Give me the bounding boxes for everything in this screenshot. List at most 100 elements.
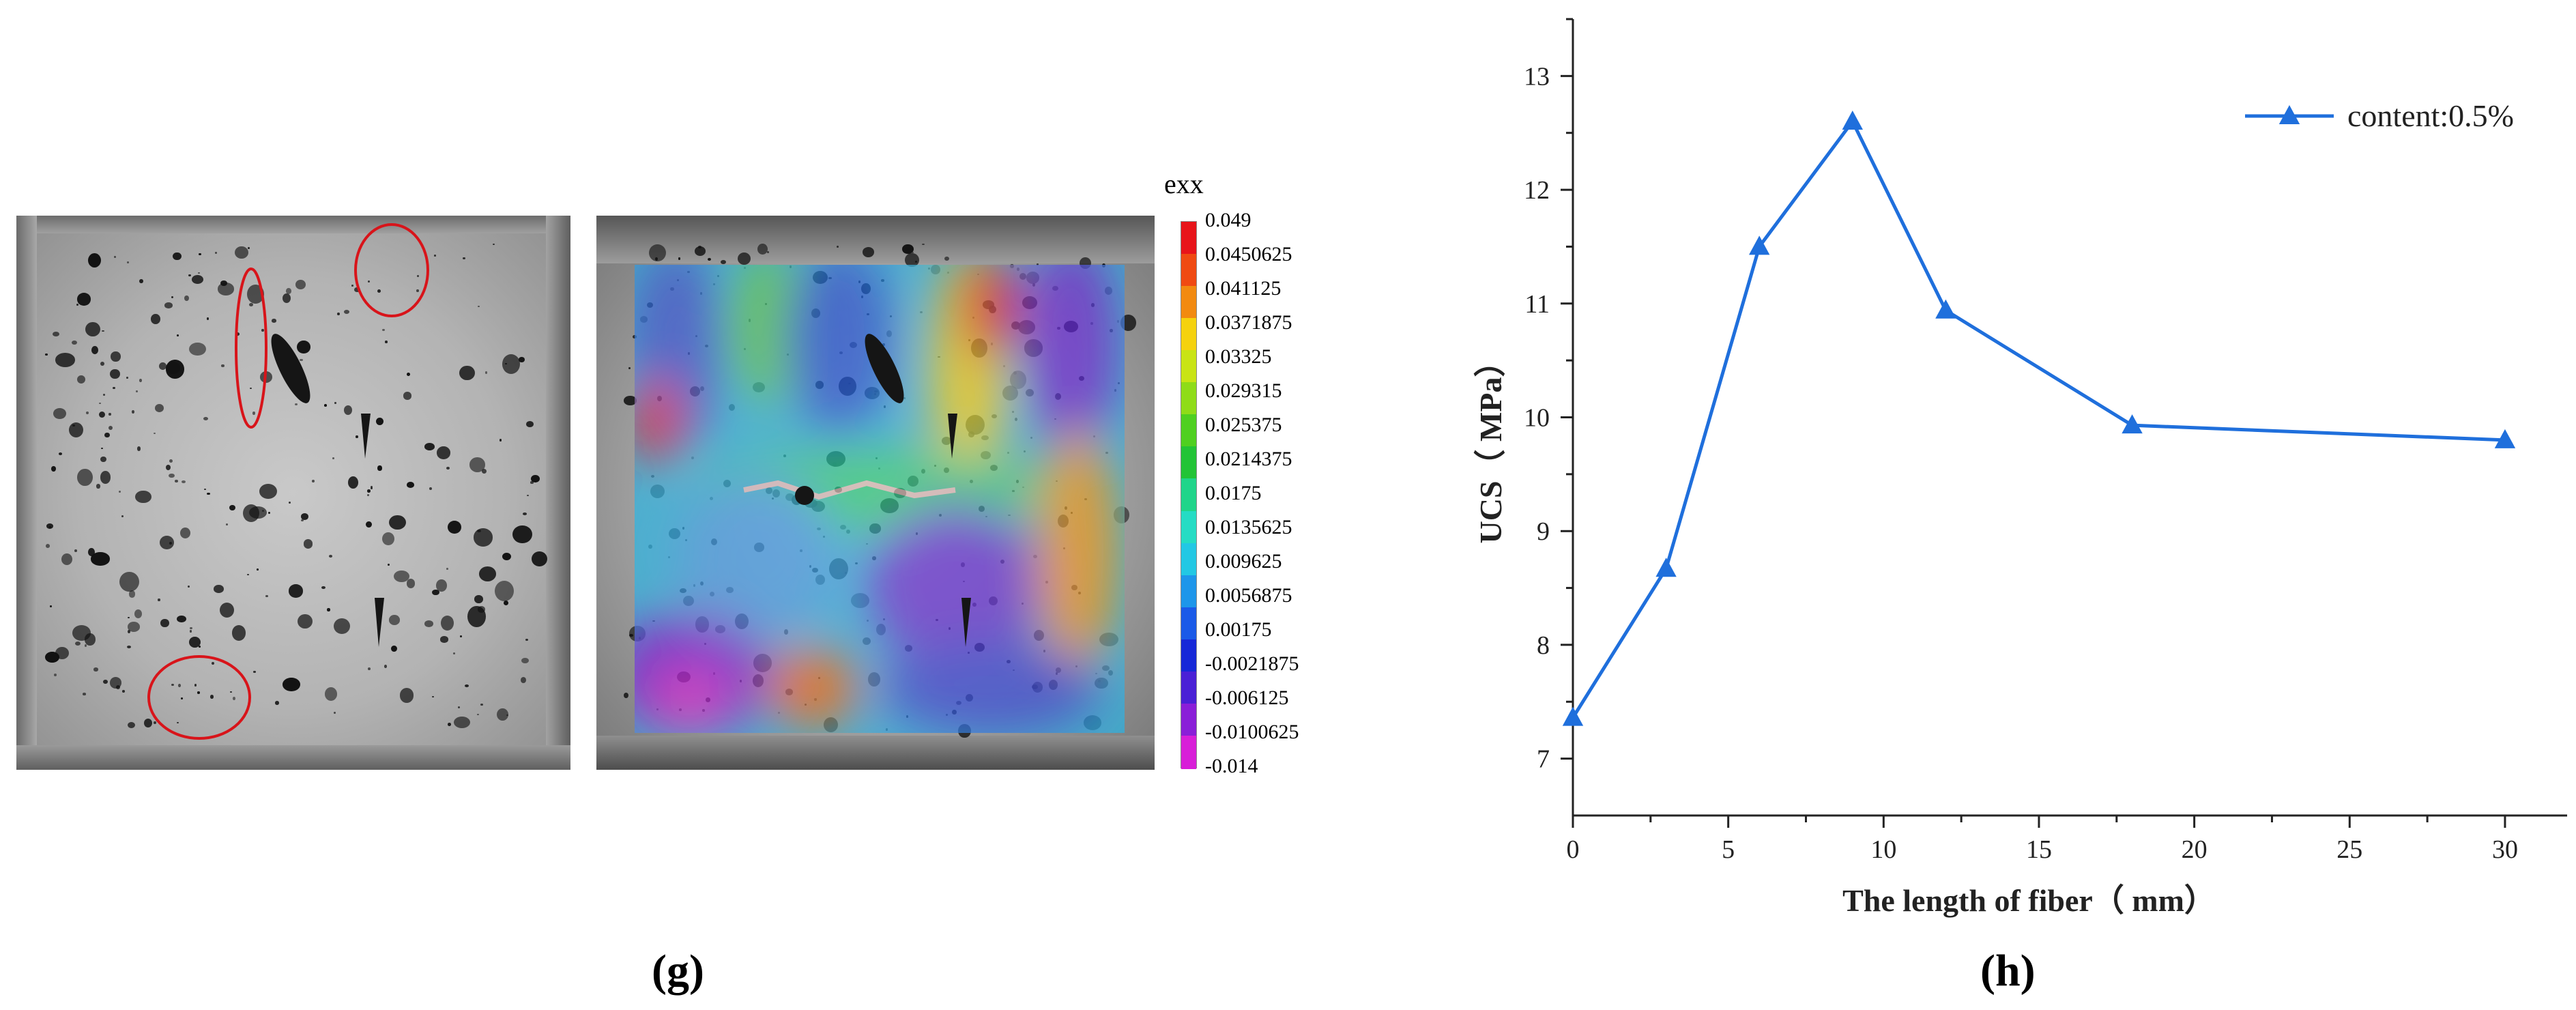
speckle-dot (337, 313, 340, 316)
speckle-dot (184, 295, 189, 301)
speckle-dot (482, 469, 487, 474)
speckle-dot (922, 243, 925, 246)
speckle-dot (144, 719, 153, 728)
speckle-dot (128, 721, 135, 728)
speckle-dot (158, 598, 160, 601)
x-tick-label: 5 (1722, 835, 1735, 864)
speckle-dot (406, 482, 415, 489)
speckle-dot (101, 330, 104, 332)
y-axis-title: UCS（ MPa） (1473, 345, 1508, 543)
panel-label-g: (g) (652, 946, 704, 996)
y-tick-label: 10 (1524, 404, 1550, 433)
speckle-dot (177, 615, 186, 623)
specimen-edge-right (546, 216, 570, 770)
speckle-dot (265, 595, 268, 597)
speckle-dot (389, 615, 400, 625)
speckle-dot (197, 691, 201, 694)
y-tick-label: 9 (1537, 517, 1550, 546)
speckle-dot (370, 487, 373, 490)
y-tick-label: 12 (1524, 176, 1550, 205)
speckle-dot (463, 257, 465, 259)
speckle-dot (377, 465, 382, 471)
speckle-dot (300, 519, 304, 522)
x-tick-label: 20 (2182, 835, 2208, 864)
speckle-dot (737, 252, 751, 265)
speckle-dot (530, 481, 534, 484)
speckle-dot (480, 703, 483, 706)
speckle-dot (215, 252, 218, 255)
speckle-dot (298, 614, 313, 629)
speckle-dot (376, 417, 384, 426)
speckle-dot (235, 246, 249, 259)
crack-markers (147, 223, 429, 740)
speckle-dot (248, 247, 250, 249)
speckle-dot (432, 589, 439, 596)
speckle-dot (51, 466, 56, 472)
speckle-dot (139, 278, 143, 284)
colorbar-segment (1181, 222, 1196, 255)
colorbar-segment (1181, 318, 1196, 351)
speckle-dot (502, 552, 511, 560)
speckle-dot (289, 584, 304, 598)
speckle-dot (55, 646, 69, 660)
speckle-dot (324, 687, 338, 701)
colorbar-tick-label: 0.025375 (1205, 414, 1282, 436)
speckle-dot (424, 442, 435, 450)
speckle-dot (232, 624, 246, 641)
colorbar-tick-label: 0.00175 (1205, 618, 1272, 641)
speckle-dot (721, 260, 726, 265)
speckle-dot (343, 405, 353, 416)
speckle-dot (169, 542, 172, 545)
speckle-dot (530, 475, 540, 483)
speckle-dot (300, 358, 303, 362)
speckle-dot (518, 357, 525, 363)
speckle-dot (406, 579, 415, 588)
speckle-dot (367, 280, 371, 283)
platen-bottom (596, 736, 1155, 770)
colorbar-tick-label: -0.0100625 (1205, 721, 1299, 743)
speckle-dot (53, 408, 66, 419)
speckle-dot (624, 396, 637, 405)
speckle-dot (169, 473, 175, 478)
speckle-dot (45, 544, 50, 548)
speckle-dot (131, 410, 135, 414)
colorbar-tick-label: 0.029315 (1205, 379, 1282, 402)
speckle-dot (441, 616, 454, 631)
dic-strain-photo (596, 216, 1155, 770)
speckle-dot (437, 446, 450, 459)
speckle-dot (477, 306, 480, 308)
x-axis-title: The length of fiber（ mm） (1842, 883, 2216, 918)
dic-specimen-marks (795, 334, 971, 647)
speckle-dot (678, 257, 681, 260)
y-tick-label: 11 (1524, 290, 1550, 319)
speckle-dot (446, 466, 450, 470)
speckle-dot (93, 667, 98, 672)
platen-top (16, 216, 570, 233)
speckle-dot (520, 677, 527, 683)
speckle-dot (164, 302, 173, 308)
speckle-dot (383, 664, 388, 668)
speckle-dot (191, 275, 203, 285)
speckle-dot (407, 372, 410, 376)
series-line (1571, 118, 2506, 719)
speckle-dot (102, 680, 108, 684)
speckle-dot (429, 487, 433, 491)
colorbar-segment (1181, 350, 1196, 384)
speckle-dot (863, 246, 874, 257)
colorbar-segment (1181, 575, 1196, 609)
speckle-dot (203, 416, 209, 420)
speckle-dot (159, 362, 167, 371)
crack-marker-ellipse (147, 655, 251, 740)
speckle-dot (504, 601, 509, 606)
speckle-dot (282, 678, 301, 691)
speckle-dot (757, 244, 768, 255)
speckle-dot (135, 491, 151, 504)
speckle-dot (242, 504, 259, 523)
speckle-dot (332, 457, 334, 459)
speckle-dot (333, 618, 350, 634)
speckle-dot (189, 636, 201, 648)
speckle-dot (312, 480, 315, 482)
x-tick-label: 15 (2026, 835, 2052, 864)
speckle-dot (176, 721, 179, 724)
